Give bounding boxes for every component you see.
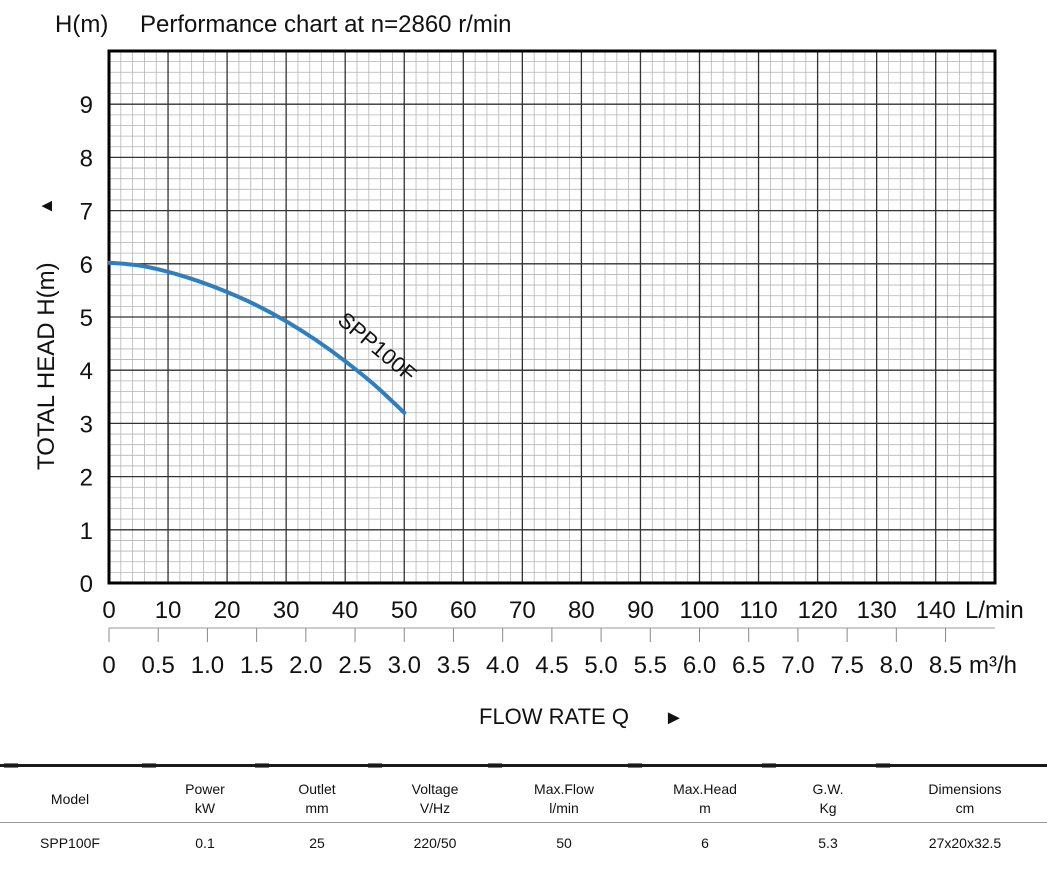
x-tick-label-lpm: 40 bbox=[332, 597, 359, 624]
x-tick-label-m3h: 3.5 bbox=[437, 652, 470, 679]
series-label: SPP100F bbox=[333, 307, 421, 387]
x-tick-label-lpm: 110 bbox=[739, 597, 777, 624]
x-unit-lpm: L/min bbox=[965, 597, 1024, 624]
y-tick-labels: 0 1 2 3 4 5 6 7 8 9 bbox=[80, 92, 93, 598]
x-tick-label-m3h: 2.5 bbox=[338, 652, 371, 679]
x-tick-label-lpm: 70 bbox=[509, 597, 536, 624]
cell-power: 0.1 bbox=[195, 835, 215, 851]
x-tick-label-m3h: 0 bbox=[102, 652, 115, 679]
x-tick-label-m3h: 5.5 bbox=[634, 652, 667, 679]
header-max-head: Max.Head m bbox=[673, 781, 737, 816]
cell-gw: 5.3 bbox=[818, 835, 838, 851]
x-unit-m3h: m³/h bbox=[969, 652, 1017, 679]
header-max-flow: Max.Flow l/min bbox=[534, 781, 594, 816]
x-tick-label-lpm: 140 bbox=[916, 597, 956, 624]
cell-max-head: 6 bbox=[701, 835, 709, 851]
table-row-divider bbox=[0, 822, 1047, 823]
header-model: Model bbox=[50, 791, 90, 807]
x-tick-labels-m3h: 0 0.5 1.0 1.5 2.0 2.5 3.0 3.5 4.0 4.5 5.0 5.5 6.0 6.5… bbox=[102, 652, 962, 679]
cell-dimensions: 27x20x32.5 bbox=[928, 835, 1002, 851]
y-tick-label: 7 bbox=[80, 199, 93, 226]
y-tick-label: 8 bbox=[80, 145, 93, 172]
y-axis-label: TOTAL HEAD H(m) bbox=[33, 262, 60, 470]
table-top-rule bbox=[0, 764, 1047, 767]
y-tick-label: 6 bbox=[80, 252, 93, 279]
x-tick-label-lpm: 50 bbox=[391, 597, 418, 624]
x-tick-label-m3h: 3.0 bbox=[388, 652, 421, 679]
performance-chart: SPP100F 0 1 2 3 4 5 6 7 8 9 0 10 20 30 40 50 60 70 80 90 10… bbox=[33, 11, 1024, 729]
series-line-spp100f bbox=[107, 260, 407, 415]
x-tick-label-m3h: 8.0 bbox=[880, 652, 913, 679]
cell-max-flow: 50 bbox=[556, 835, 572, 851]
cell-model: SPP100F bbox=[40, 835, 100, 851]
header-voltage: Voltage V/Hz bbox=[411, 781, 459, 816]
x-axis-label: FLOW RATE Q bbox=[479, 704, 629, 729]
plot-frame bbox=[107, 49, 997, 585]
cell-outlet: 25 bbox=[309, 835, 325, 851]
header-gw: G.W. Kg bbox=[812, 781, 844, 816]
x-tick-label-lpm: 100 bbox=[679, 597, 719, 624]
header-power: Power kW bbox=[185, 781, 225, 816]
x-tick-label-m3h: 4.5 bbox=[535, 652, 568, 679]
header-outlet: Outlet mm bbox=[298, 781, 336, 816]
x-tick-labels-lpm: 0 10 20 30 40 50 60 70 80 90 100 110 120 130 140 bbox=[102, 597, 955, 624]
y-tick-label: 2 bbox=[80, 465, 93, 492]
x-axis-arrow-icon: ► bbox=[664, 707, 684, 729]
y-tick-label: 9 bbox=[80, 92, 93, 119]
x-tick-label-m3h: 6.0 bbox=[683, 652, 716, 679]
x-tick-label-lpm: 20 bbox=[214, 597, 241, 624]
y-tick-label: 0 bbox=[80, 571, 93, 598]
x-axis-ruler bbox=[108, 627, 995, 642]
x-tick-label-m3h: 4.0 bbox=[486, 652, 519, 679]
x-tick-label-lpm: 0 bbox=[102, 597, 115, 624]
y-axis-arrow-icon: ▲ bbox=[36, 197, 56, 215]
x-tick-label-lpm: 30 bbox=[273, 597, 300, 624]
cell-voltage: 220/50 bbox=[413, 835, 457, 851]
x-tick-label-m3h: 6.5 bbox=[732, 652, 765, 679]
x-tick-label-lpm: 90 bbox=[627, 597, 654, 624]
header-unit: H(m) bbox=[55, 11, 108, 38]
x-tick-label-m3h: 8.5 bbox=[929, 652, 962, 679]
x-tick-label-m3h: 0.5 bbox=[142, 652, 175, 679]
x-tick-label-m3h: 7.0 bbox=[781, 652, 814, 679]
x-tick-label-m3h: 7.5 bbox=[830, 652, 863, 679]
y-tick-label: 4 bbox=[80, 358, 93, 385]
x-tick-label-m3h: 1.0 bbox=[191, 652, 224, 679]
x-tick-label-m3h: 5.0 bbox=[584, 652, 617, 679]
y-tick-label: 5 bbox=[80, 305, 93, 332]
x-tick-label-m3h: 1.5 bbox=[240, 652, 273, 679]
header-dimensions: Dimensions cm bbox=[928, 781, 1002, 816]
x-tick-label-lpm: 130 bbox=[857, 597, 897, 624]
x-tick-label-lpm: 120 bbox=[798, 597, 838, 624]
y-tick-label: 1 bbox=[80, 518, 93, 545]
x-tick-label-lpm: 60 bbox=[450, 597, 477, 624]
major-grid bbox=[108, 50, 996, 584]
x-tick-label-lpm: 80 bbox=[568, 597, 595, 624]
chart-title: Performance chart at n=2860 r/min bbox=[140, 11, 512, 38]
x-tick-label-m3h: 2.0 bbox=[289, 652, 322, 679]
y-tick-label: 3 bbox=[80, 411, 93, 438]
x-tick-label-lpm: 10 bbox=[155, 597, 182, 624]
